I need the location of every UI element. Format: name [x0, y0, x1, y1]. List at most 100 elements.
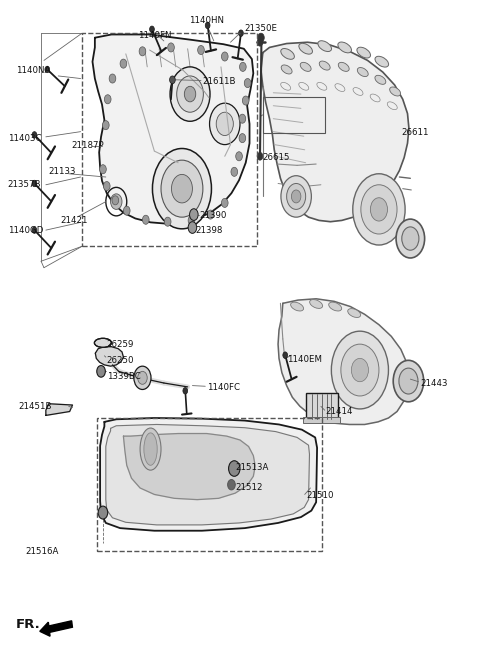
Ellipse shape [299, 43, 312, 54]
Circle shape [331, 331, 388, 409]
Polygon shape [106, 424, 310, 525]
Circle shape [161, 160, 203, 217]
Text: 21443: 21443 [420, 379, 447, 387]
Circle shape [104, 95, 111, 104]
Polygon shape [123, 434, 255, 499]
Polygon shape [100, 418, 317, 531]
Text: FR.: FR. [15, 617, 40, 630]
Circle shape [216, 112, 233, 136]
Circle shape [257, 38, 263, 46]
Circle shape [188, 216, 195, 225]
Polygon shape [93, 35, 253, 224]
Circle shape [188, 222, 197, 233]
Circle shape [228, 479, 235, 490]
Ellipse shape [357, 68, 368, 76]
Text: 1140FN: 1140FN [138, 31, 171, 40]
Circle shape [198, 46, 204, 55]
Circle shape [109, 74, 116, 83]
Ellipse shape [375, 56, 389, 67]
Text: 11403C: 11403C [8, 134, 41, 143]
Circle shape [371, 198, 387, 221]
Ellipse shape [95, 338, 111, 348]
Circle shape [170, 67, 210, 121]
Circle shape [139, 47, 146, 56]
Polygon shape [96, 347, 123, 366]
Ellipse shape [300, 63, 311, 71]
Text: 21133: 21133 [48, 168, 76, 176]
Circle shape [291, 190, 301, 203]
Circle shape [239, 134, 246, 143]
Circle shape [221, 198, 228, 207]
Circle shape [190, 209, 198, 220]
Circle shape [341, 344, 379, 396]
Ellipse shape [290, 302, 303, 311]
Bar [306, 393, 338, 420]
Circle shape [283, 352, 288, 359]
Text: 26611: 26611 [402, 128, 429, 138]
Text: 1140FC: 1140FC [207, 383, 240, 392]
Ellipse shape [144, 433, 157, 466]
Ellipse shape [329, 302, 342, 311]
Circle shape [97, 366, 105, 377]
Text: 1140GD: 1140GD [8, 226, 43, 235]
Circle shape [240, 63, 246, 72]
Text: 21350E: 21350E [245, 24, 278, 33]
Ellipse shape [390, 87, 401, 96]
Circle shape [45, 67, 49, 72]
Ellipse shape [338, 63, 349, 71]
Circle shape [402, 227, 419, 250]
Circle shape [353, 174, 405, 245]
Circle shape [32, 180, 37, 186]
Circle shape [361, 185, 397, 234]
Ellipse shape [357, 47, 371, 58]
Circle shape [171, 174, 192, 203]
Text: 21510: 21510 [307, 491, 334, 500]
Circle shape [396, 219, 425, 258]
Text: 1339BC: 1339BC [107, 372, 141, 381]
Text: 21398: 21398 [195, 226, 223, 235]
Text: 21390: 21390 [200, 211, 227, 220]
Circle shape [143, 215, 149, 224]
Text: 21421: 21421 [60, 216, 88, 225]
Circle shape [150, 26, 155, 33]
Circle shape [98, 506, 108, 519]
Text: 1140HN: 1140HN [189, 16, 224, 25]
Text: 21414: 21414 [325, 407, 353, 416]
Ellipse shape [338, 42, 351, 53]
Polygon shape [261, 42, 409, 222]
Bar [82, 33, 257, 246]
Bar [97, 418, 322, 552]
Text: 21187P: 21187P [71, 141, 104, 151]
Ellipse shape [348, 308, 360, 318]
Polygon shape [46, 404, 72, 415]
Text: 21512: 21512 [235, 484, 263, 492]
Circle shape [236, 152, 242, 161]
Circle shape [239, 114, 246, 123]
Ellipse shape [281, 65, 292, 74]
Ellipse shape [375, 75, 386, 84]
Text: 26250: 26250 [107, 356, 134, 365]
Circle shape [239, 30, 243, 37]
Circle shape [110, 194, 122, 209]
Text: 21357B: 21357B [8, 180, 41, 189]
Ellipse shape [281, 48, 294, 59]
Text: 21451B: 21451B [19, 402, 52, 411]
Circle shape [393, 361, 424, 402]
Circle shape [164, 217, 171, 226]
Circle shape [207, 210, 214, 219]
Circle shape [153, 149, 212, 229]
Circle shape [32, 227, 37, 233]
Bar [263, 97, 324, 133]
Circle shape [184, 86, 196, 102]
Text: 21513A: 21513A [235, 463, 269, 472]
Circle shape [287, 183, 306, 209]
Ellipse shape [319, 61, 330, 70]
Circle shape [168, 43, 174, 52]
Circle shape [134, 366, 151, 389]
Circle shape [103, 121, 109, 130]
Text: 1140NA: 1140NA [16, 66, 51, 74]
Circle shape [32, 132, 37, 138]
Polygon shape [278, 299, 409, 424]
Circle shape [103, 181, 110, 190]
Circle shape [112, 196, 119, 205]
